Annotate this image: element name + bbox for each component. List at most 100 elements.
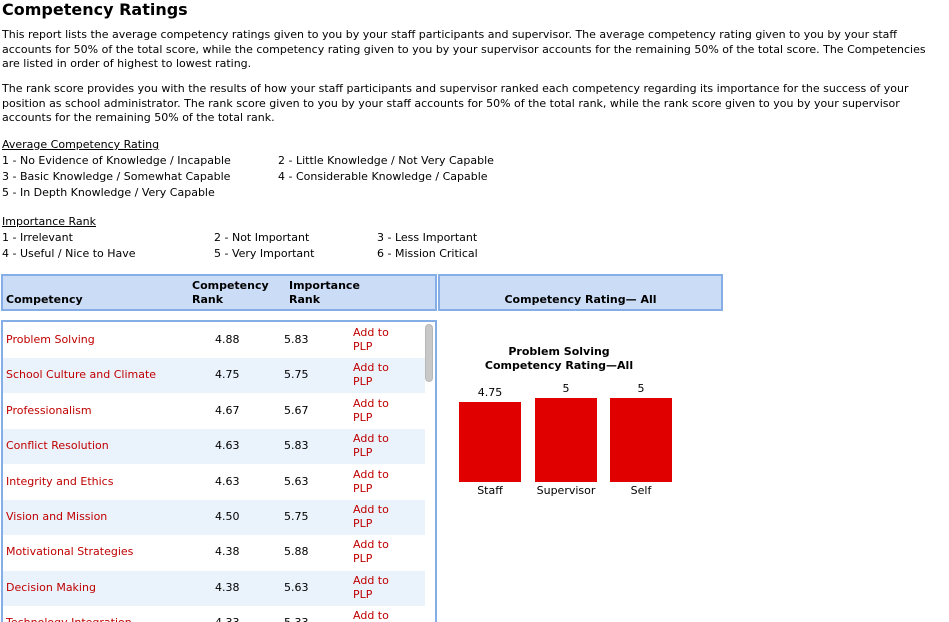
add-to-plp-label-line1: Add to xyxy=(353,573,389,587)
table-row: School Culture and Climate 4.75 5.75 Add to… xyxy=(3,358,425,394)
importance-legend-item: 5 - Very Important xyxy=(214,247,315,260)
competency-link[interactable]: Problem Solving xyxy=(6,333,95,346)
table-row: Problem Solving 4.88 5.83 Add to PLP xyxy=(3,323,425,358)
add-to-plp-label-line1: Add to xyxy=(353,467,389,481)
rating-legend-item: 5 - In Depth Knowledge / Very Capable xyxy=(2,186,215,199)
bar-value-label: 4.75 xyxy=(477,386,503,400)
header-competency-rank-line2: Rank xyxy=(192,293,224,306)
importance-legend-item: 2 - Not Important xyxy=(214,231,310,244)
competency-link[interactable]: Conflict Resolution xyxy=(6,439,109,453)
competency-list-panel[interactable]: Problem Solving 4.88 5.83 Add to PLP School C… xyxy=(1,320,437,622)
importance-legend-item: 4 - Useful / Nice to Have xyxy=(2,247,136,260)
importance-rank-value: 5.33 xyxy=(284,616,309,622)
importance-rank-value: 5.83 xyxy=(284,333,309,346)
chart-title-line2: Competency Rating—All xyxy=(484,359,634,372)
importance-rank-value: 5.88 xyxy=(284,545,309,559)
rating-legend-item: 2 - Little Knowledge / Not Very Capable xyxy=(278,154,494,167)
competency-rank-value: 4.38 xyxy=(215,580,240,594)
page-title: Competency Ratings xyxy=(2,0,188,19)
table-row: Conflict Resolution 4.63 5.83 Add to PLP xyxy=(3,429,425,465)
importance-rank-value: 5.75 xyxy=(284,510,309,523)
importance-rank-value: 5.75 xyxy=(284,368,309,382)
competency-rank-value: 4.63 xyxy=(215,439,240,453)
competency-rank-value: 4.88 xyxy=(215,333,240,346)
competency-link[interactable]: Vision and Mission xyxy=(6,510,108,523)
competency-link[interactable]: Integrity and Ethics xyxy=(6,474,114,488)
importance-rank-value: 5.63 xyxy=(284,580,309,594)
table-row: Motivational Strategies 4.38 5.88 Add to PLP xyxy=(3,535,425,571)
bar-category-label: Self xyxy=(630,484,652,497)
importance-rank-value: 5.67 xyxy=(284,403,309,417)
competency-link[interactable]: Motivational Strategies xyxy=(6,545,134,559)
add-to-plp-label-line1: Add to xyxy=(353,432,389,446)
header-importance-rank-line1: Importance xyxy=(289,279,360,292)
add-to-plp-label-line2: PLP xyxy=(353,340,373,353)
competency-link[interactable]: Professionalism xyxy=(6,403,92,417)
header-competency-rating-all: Competency Rating— All xyxy=(504,293,657,306)
importance-rank-value: 5.63 xyxy=(284,474,309,488)
add-to-plp-label-line1: Add to xyxy=(353,503,389,516)
table-header-right: Competency Rating— All xyxy=(438,274,723,311)
competency-rank-value: 4.33 xyxy=(215,616,240,622)
rating-legend-item: 3 - Basic Knowledge / Somewhat Capable xyxy=(2,170,231,183)
bar-self xyxy=(610,398,672,482)
rating-legend-item: 4 - Considerable Knowledge / Capable xyxy=(278,170,488,183)
table-row: Vision and Mission 4.50 5.75 Add to PLP xyxy=(3,500,425,535)
competency-link[interactable]: School Culture and Climate xyxy=(6,368,157,382)
add-to-plp-label-line2: PLP xyxy=(353,587,373,601)
competency-rank-value: 4.50 xyxy=(215,510,240,523)
rating-legend-item: 1 - No Evidence of Knowledge / Incapable xyxy=(2,154,231,167)
bar-supervisor xyxy=(535,398,597,482)
importance-legend-item: 1 - Irrelevant xyxy=(2,231,73,244)
rating-legend-title: Average Competency Rating xyxy=(2,138,160,151)
intro-paragraph-rank: The rank score provides you with the res… xyxy=(2,82,909,124)
importance-legend-item: 6 - Mission Critical xyxy=(377,247,478,260)
header-competency: Competency xyxy=(6,293,83,306)
bar-staff xyxy=(459,402,521,482)
importance-legend-item: 3 - Less Important xyxy=(377,231,478,244)
competency-rank-value: 4.38 xyxy=(215,545,240,559)
bar-category-label: Staff xyxy=(477,484,503,497)
table-row: Professionalism 4.67 5.67 Add to PLP xyxy=(3,393,425,429)
table-row: Decision Making 4.38 5.63 Add to PLP xyxy=(3,570,425,606)
table-header-left: Competency Competency Rank Importance Ra… xyxy=(1,274,437,311)
list-scrollbar-thumb[interactable] xyxy=(425,324,433,382)
add-to-plp-label-line2: PLP xyxy=(353,517,373,530)
add-to-plp-label-line1: Add to xyxy=(353,361,389,375)
add-to-plp-label-line1: Add to xyxy=(353,609,389,622)
bar-value-label: 5 xyxy=(637,382,645,395)
header-competency-rank-line1: Competency xyxy=(192,279,269,292)
header-importance-rank-line2: Rank xyxy=(289,293,321,306)
list-scrollbar[interactable] xyxy=(424,323,434,622)
bar-category-label: Supervisor xyxy=(536,484,596,497)
chart-title-line1: Problem Solving xyxy=(508,345,610,358)
importance-rank-value: 5.83 xyxy=(284,439,309,453)
competency-rank-value: 4.63 xyxy=(215,474,240,488)
add-to-plp-label-line2: PLP xyxy=(353,481,373,495)
competency-rank-value: 4.75 xyxy=(215,368,240,382)
add-to-plp-label-line2: PLP xyxy=(353,375,373,389)
add-to-plp-label-line1: Add to xyxy=(353,396,389,410)
add-to-plp-label-line2: PLP xyxy=(353,446,373,460)
competency-link[interactable]: Decision Making xyxy=(6,580,96,594)
competency-rank-value: 4.67 xyxy=(215,403,240,417)
add-to-plp-label-line2: PLP xyxy=(353,552,373,566)
add-to-plp-label-line2: PLP xyxy=(353,410,373,424)
add-to-plp-label-line1: Add to xyxy=(353,538,389,552)
table-row: Integrity and Ethics 4.63 5.63 Add to PLP xyxy=(3,464,425,500)
intro-paragraph-rating: This report lists the average competency… xyxy=(2,28,926,70)
importance-legend-title: Importance Rank xyxy=(2,215,97,228)
add-to-plp-label-line1: Add to xyxy=(353,326,389,339)
bar-value-label: 5 xyxy=(562,382,570,395)
competency-link[interactable]: Technology Integration xyxy=(6,616,132,622)
